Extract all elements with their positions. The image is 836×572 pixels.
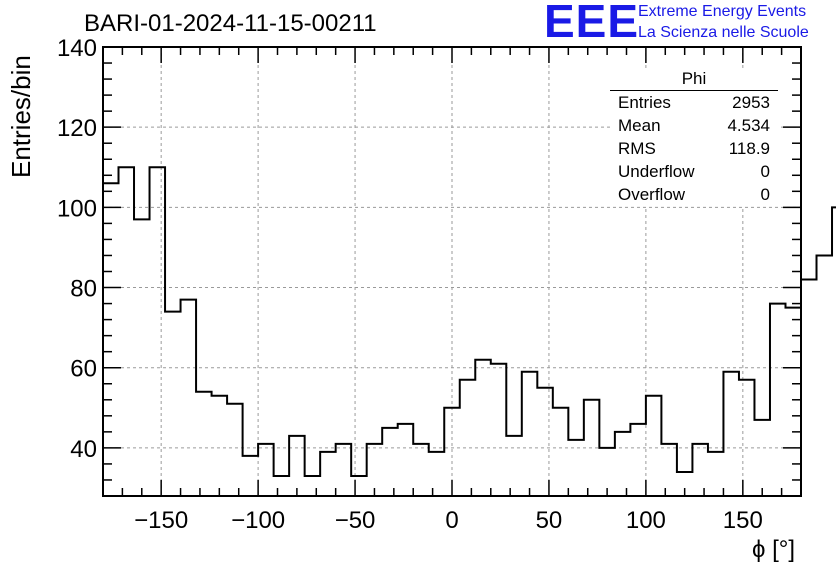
x-tick-label: −100 (231, 507, 285, 534)
histogram-bin (475, 360, 491, 496)
y-tick-label: 60 (70, 356, 97, 383)
histogram-bin (103, 183, 119, 496)
eee-logo: EEE (544, 0, 640, 47)
histogram-bin (336, 444, 352, 496)
histogram-bin (723, 372, 739, 496)
histogram-bin (739, 380, 755, 496)
histogram-bin (429, 452, 445, 496)
histogram-bin (320, 452, 336, 496)
histogram-bin (646, 396, 662, 496)
stats-row-underflow: Underflow 0 (610, 160, 778, 183)
chart-title: BARI-01-2024-11-15-00211 (84, 10, 377, 37)
stats-title: Phi (610, 68, 778, 91)
y-tick-label: 100 (57, 195, 97, 222)
histogram-bin (351, 476, 367, 496)
histogram-bins (103, 166, 836, 496)
y-tick-label: 140 (57, 35, 97, 62)
y-axis-label: Entries/bin (6, 55, 36, 178)
histogram-bin (134, 219, 150, 496)
histogram-bin (274, 476, 290, 496)
histogram-bin (770, 304, 786, 496)
x-tick-label: −150 (134, 507, 188, 534)
histogram-bin (196, 392, 212, 496)
stats-label: Mean (618, 116, 661, 135)
y-tick-label: 120 (57, 115, 97, 142)
histogram-bin (553, 408, 569, 496)
histogram-bin (661, 444, 677, 496)
x-tick-label: 0 (445, 507, 458, 534)
y-tick-label: 80 (70, 276, 97, 303)
x-tick-label: 150 (723, 507, 763, 534)
histogram-bin (227, 404, 243, 496)
histogram-bin (460, 380, 476, 496)
histogram-bin (615, 432, 631, 496)
histogram-bin (832, 207, 836, 496)
stats-box: Phi Entries 2953 Mean 4.534 RMS 118.9 Un… (610, 68, 778, 206)
stats-value: 0 (760, 185, 770, 204)
histogram-bin (413, 444, 429, 496)
histogram-bin (522, 372, 538, 496)
stats-value: 2953 (732, 93, 770, 112)
histogram-bin (119, 167, 135, 496)
logo-line-1: Extreme Energy Events (638, 3, 807, 20)
histogram-bin (258, 444, 274, 496)
logo-line-2: La Scienza nelle Scuole (638, 24, 809, 41)
histogram-bin (181, 300, 197, 496)
axes: −150 −100 −50 0 50 100 150 40 60 80 100 120 140 (57, 35, 802, 534)
histogram-bin (382, 428, 398, 496)
stats-row-mean: Mean 4.534 (610, 114, 778, 137)
histogram-bin (289, 436, 305, 496)
histogram-bin (708, 452, 724, 496)
histogram-bin (398, 424, 414, 496)
histogram-bin (692, 444, 708, 496)
histogram-bin (537, 388, 553, 496)
histogram-bin (165, 312, 181, 496)
stats-label: RMS (618, 139, 656, 158)
stats-row-overflow: Overflow 0 (610, 183, 778, 206)
histogram-bin (754, 420, 770, 496)
x-axis-label: ϕ [°] (752, 536, 796, 563)
histogram-bin (150, 167, 166, 496)
histogram-outline (103, 166, 836, 477)
y-tick-label: 40 (70, 436, 97, 463)
stats-label: Overflow (618, 185, 686, 204)
stats-label: Underflow (618, 162, 695, 181)
histogram-bin (584, 400, 600, 496)
histogram-bin (243, 456, 259, 496)
stats-value: 118.9 (728, 139, 770, 158)
x-tick-label: 50 (536, 507, 563, 534)
x-tick-label: −50 (335, 507, 376, 534)
histogram-bin (630, 424, 646, 496)
histogram-bin (801, 280, 817, 496)
histogram-bin (491, 364, 507, 496)
histogram-bin (568, 440, 584, 496)
stats-value: 4.534 (727, 116, 770, 135)
histogram-bin (817, 255, 833, 496)
stats-row-entries: Entries 2953 (610, 91, 778, 114)
stats-label: Entries (618, 93, 671, 112)
stats-value: 0 (760, 162, 770, 181)
histogram-bin (506, 436, 522, 496)
histogram-bin (212, 396, 228, 496)
histogram-bin (305, 476, 321, 496)
stats-row-rms: RMS 118.9 (610, 137, 778, 160)
x-tick-label: 100 (626, 507, 666, 534)
